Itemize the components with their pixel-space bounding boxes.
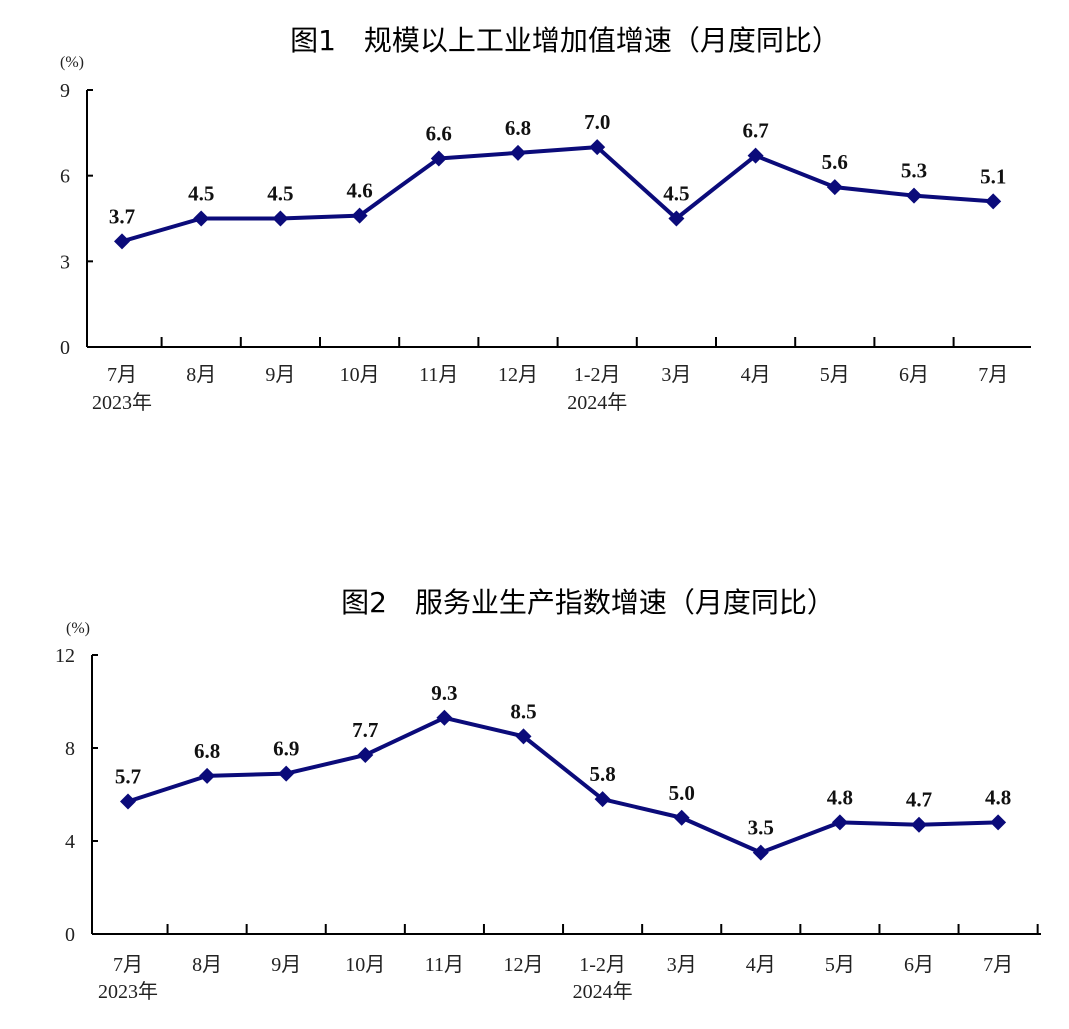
data-point-marker — [673, 809, 690, 826]
series-line — [121, 145, 994, 244]
data-point-marker — [357, 746, 374, 763]
x-tick-label: 4月 — [746, 954, 776, 976]
y-tick-label: 4 — [65, 831, 75, 853]
y-tick-label: 0 — [60, 337, 70, 359]
data-point-marker — [594, 791, 611, 808]
data-point-marker — [199, 767, 216, 784]
x-tick-label: 11月 — [419, 364, 458, 386]
data-label: 5.3 — [901, 159, 927, 183]
x-tick-label: 10月 — [345, 954, 385, 976]
data-label: 5.6 — [822, 150, 848, 174]
data-point-marker — [589, 139, 606, 156]
data-point-marker — [911, 816, 927, 833]
data-label: 6.8 — [194, 739, 220, 763]
x-tick-label: 12月 — [504, 954, 544, 976]
x-tick-label: 7月 — [978, 364, 1008, 386]
x-tick-label: 7月 — [113, 954, 143, 976]
x-tick-label: 4月 — [741, 364, 771, 386]
data-label: 4.5 — [267, 182, 293, 206]
year-label: 2023年 — [92, 391, 152, 414]
data-label: 4.7 — [906, 788, 932, 812]
data-label: 4.8 — [985, 785, 1011, 809]
data-label: 4.5 — [188, 182, 214, 206]
data-point-marker — [668, 210, 685, 227]
y-unit-label: (%) — [60, 54, 84, 71]
data-label: 8.5 — [510, 699, 536, 723]
x-tick-label: 8月 — [186, 364, 216, 386]
x-tick-label: 6月 — [899, 364, 929, 386]
data-point-marker — [990, 814, 1007, 831]
data-point-marker — [510, 144, 526, 161]
data-label: 6.6 — [426, 122, 452, 146]
data-label: 4.8 — [827, 785, 853, 809]
x-tick-label: 1-2月 — [574, 364, 621, 386]
data-label: 3.5 — [748, 816, 774, 840]
series-line — [127, 715, 999, 855]
x-tick-label: 12月 — [498, 364, 538, 386]
data-label: 3.7 — [109, 204, 135, 228]
x-tick-label: 9月 — [265, 364, 295, 386]
y-tick-label: 12 — [55, 645, 75, 667]
x-tick-label: 3月 — [661, 364, 691, 386]
y-tick-label: 3 — [60, 251, 70, 273]
data-point-marker — [114, 233, 130, 250]
data-point-marker — [120, 793, 136, 810]
data-point-marker — [826, 179, 843, 196]
data-point-marker — [193, 210, 210, 227]
data-label: 4.6 — [346, 179, 372, 203]
year-label: 2023年 — [98, 980, 158, 1003]
data-label: 6.8 — [505, 116, 531, 140]
x-tick-label: 9月 — [271, 954, 301, 976]
x-tick-label: 7月 — [983, 954, 1013, 976]
data-point-marker — [752, 844, 769, 861]
x-tick-label: 7月 — [107, 364, 137, 386]
data-point-marker — [278, 765, 295, 782]
x-tick-label: 6月 — [904, 954, 934, 976]
data-label: 6.7 — [742, 119, 768, 143]
year-label: 2024年 — [567, 391, 627, 414]
data-point-marker — [430, 150, 447, 167]
x-tick-label: 10月 — [340, 364, 380, 386]
data-point-marker — [831, 814, 848, 831]
chart-title: 图1 规模以上工业增加值增速（月度同比） — [290, 24, 840, 57]
x-tick-label: 3月 — [667, 954, 697, 976]
data-point-marker — [351, 207, 368, 224]
y-tick-label: 0 — [65, 924, 75, 946]
data-label: 5.0 — [669, 781, 695, 805]
x-tick-label: 11月 — [425, 954, 464, 976]
data-label: 6.9 — [273, 737, 299, 761]
chart-title: 图2 服务业生产指数增速（月度同比） — [341, 586, 835, 619]
chart-industrial-value-added: 图1 规模以上工业增加值增速（月度同比） (%) 0 3 6 9 7月 8月 9月 10月 11月 1… — [60, 24, 1031, 414]
data-point-marker — [906, 187, 922, 204]
data-label: 4.5 — [663, 182, 689, 206]
data-point-marker — [272, 210, 289, 227]
y-tick-label: 8 — [65, 738, 75, 760]
y-unit-label: (%) — [66, 620, 90, 637]
data-label: 5.8 — [589, 762, 615, 786]
x-tick-label: 5月 — [820, 364, 850, 386]
data-point-marker — [747, 147, 764, 164]
data-label: 9.3 — [431, 681, 457, 705]
data-label: 7.7 — [352, 718, 378, 742]
data-label: 5.7 — [115, 764, 141, 788]
data-point-marker — [985, 193, 1002, 210]
x-tick-label: 8月 — [192, 954, 222, 976]
y-tick-label: 9 — [60, 80, 70, 102]
x-tick-label: 1-2月 — [579, 954, 626, 976]
data-label: 5.1 — [980, 164, 1006, 188]
year-label: 2024年 — [573, 980, 633, 1003]
x-tick-label: 5月 — [825, 954, 855, 976]
data-point-marker — [436, 709, 453, 726]
chart-service-production-index: 图2 服务业生产指数增速（月度同比） (%) 0 4 8 12 7月 8月 9月 10月 11月 12… — [55, 586, 1041, 1003]
data-label: 7.0 — [584, 110, 610, 134]
y-tick-label: 6 — [60, 166, 70, 188]
data-point-marker — [515, 728, 532, 745]
